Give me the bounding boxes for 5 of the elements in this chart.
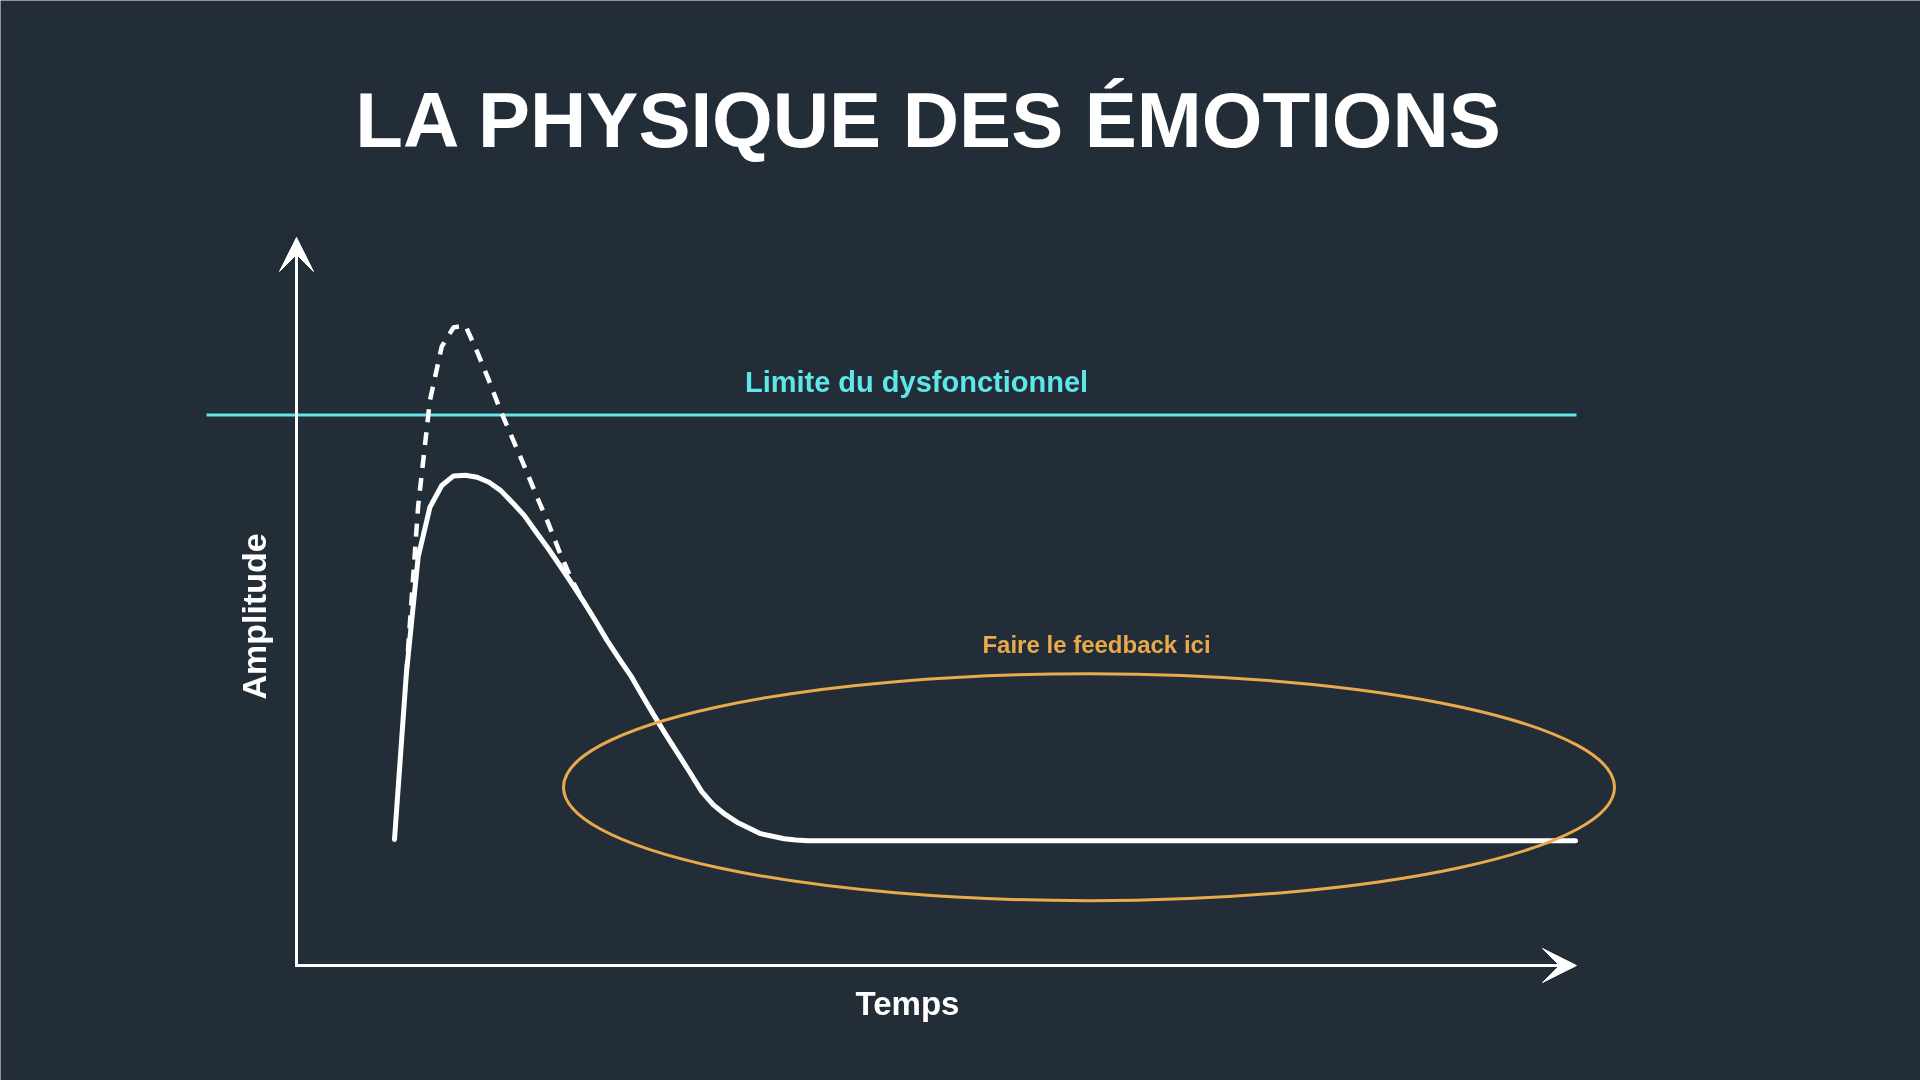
x-axis-title: Temps bbox=[855, 985, 960, 1022]
y-axis-title: Amplitude bbox=[234, 533, 273, 700]
annotation: Faire le feedback ici bbox=[982, 631, 1211, 658]
chart-title: LA PHYSIQUE DES ÉMOTIONS bbox=[355, 75, 1501, 164]
ref-line-label: Limite du dysfonctionnel bbox=[744, 366, 1089, 399]
